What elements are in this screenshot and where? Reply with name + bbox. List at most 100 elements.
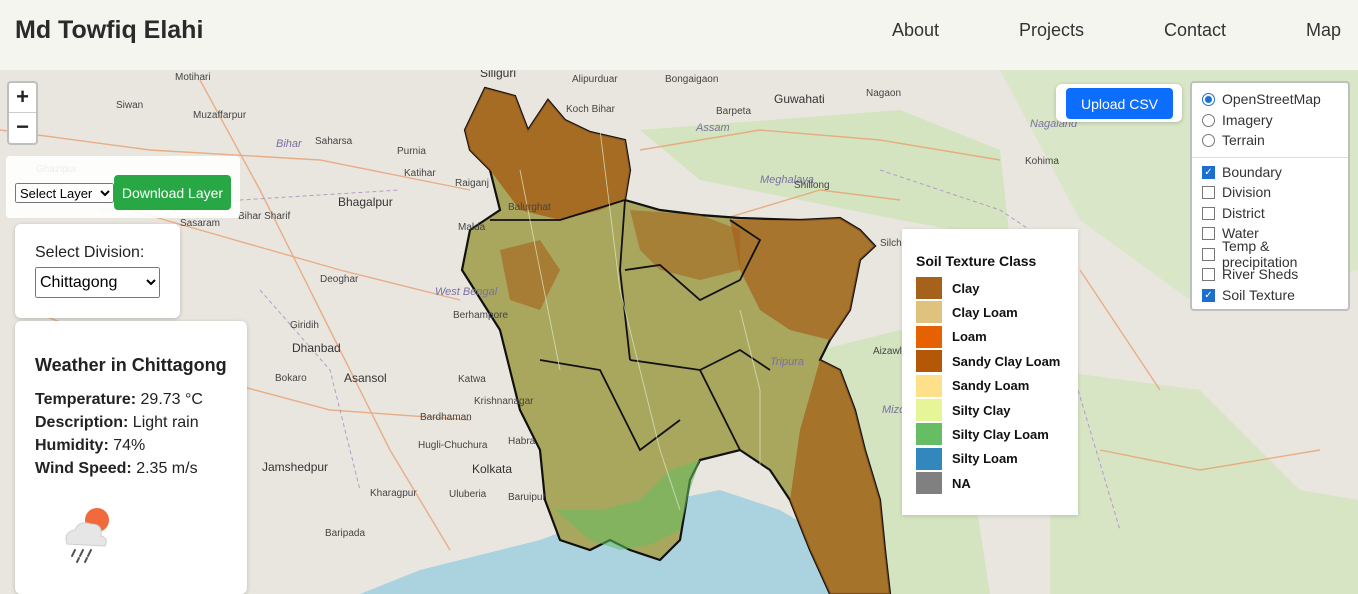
place-label: Muzaffarpur <box>193 110 247 121</box>
legend-item: NA <box>916 472 971 495</box>
overlay-river-sheds[interactable]: River Sheds <box>1202 265 1298 283</box>
place-label: Siwan <box>116 100 144 111</box>
division-label: Select Division: <box>35 244 145 261</box>
legend-item: Silty Clay <box>916 399 1011 421</box>
place-label: Kharagpur <box>370 488 417 499</box>
overlay-division[interactable]: Division <box>1202 183 1271 201</box>
place-label: Aizawl <box>873 346 902 357</box>
place-label: Dhanbad <box>292 341 341 355</box>
legend-label: Silty Clay Loam <box>952 426 1049 442</box>
place-label: Bihar <box>276 138 302 150</box>
layer-select[interactable]: Select Layer <box>15 183 114 203</box>
upload-panel: Upload CSV <box>1056 84 1182 122</box>
place-label: Baruipur <box>508 492 546 503</box>
zoom-in-button[interactable]: + <box>9 83 36 113</box>
radio-icon <box>1202 92 1215 106</box>
legend-swatch <box>916 301 942 324</box>
weather-temperature: Temperature: 29.73 °C <box>35 391 203 408</box>
radio-icon <box>1202 133 1215 147</box>
division-select[interactable]: Chittagong <box>35 267 160 298</box>
legend-label: Clay Loam <box>952 304 1018 320</box>
place-label: Meghalaya <box>760 174 814 186</box>
place-label: Balurghat <box>508 202 551 213</box>
place-label: Raiganj <box>455 178 489 189</box>
legend-title: Soil Texture Class <box>916 253 1037 269</box>
zoom-control: + − <box>7 81 38 145</box>
nav-link-about[interactable]: About <box>892 20 940 40</box>
place-label: Kohima <box>1025 156 1059 167</box>
legend-label: Clay <box>952 280 980 296</box>
place-label: Barpeta <box>716 106 752 117</box>
place-label: West Bengal <box>435 286 498 298</box>
place-label: Bokaro <box>275 373 307 384</box>
checkbox-icon: ✓ <box>1202 288 1215 302</box>
legend-label: Sandy Loam <box>952 378 1030 394</box>
overlay-soil-texture[interactable]: ✓ Soil Texture <box>1202 286 1295 304</box>
weather-panel: Weather in Chittagong Temperature: 29.73… <box>15 321 247 594</box>
place-label: Assam <box>696 122 730 134</box>
legend-swatch <box>916 350 942 373</box>
base-layer-terrain[interactable]: Terrain <box>1202 131 1265 149</box>
place-label: Jamshedpur <box>262 460 329 474</box>
legend-swatch <box>916 447 942 470</box>
upload-csv-button[interactable]: Upload CSV <box>1066 88 1173 119</box>
place-label: Hugli-Chuchura <box>418 440 488 451</box>
place-label: Koch Bihar <box>566 104 615 115</box>
overlay-boundary[interactable]: ✓ Boundary <box>1202 163 1282 181</box>
legend-swatch <box>916 399 942 421</box>
place-label: Berhampore <box>453 310 509 321</box>
place-label: Deoghar <box>320 274 359 285</box>
base-layer-openstreetmap[interactable]: OpenStreetMap <box>1202 90 1321 108</box>
weather-title: Weather in Chittagong <box>35 355 227 375</box>
overlay-water[interactable]: Water <box>1202 224 1259 242</box>
base-layer-imagery[interactable]: Imagery <box>1202 111 1273 129</box>
legend-label: NA <box>952 475 971 491</box>
place-label: Katwa <box>458 374 486 385</box>
place-label: Silchar <box>880 238 911 249</box>
place-label: Guwahati <box>774 92 825 106</box>
legend-swatch <box>916 423 942 446</box>
place-label: Kolkata <box>472 462 513 476</box>
legend-item: Sandy Loam <box>916 374 1030 397</box>
zoom-out-button[interactable]: − <box>16 114 29 139</box>
weather-description: Description: Light rain <box>35 414 199 431</box>
soil-legend: Soil Texture Class Clay Clay Loam Loam Sand… <box>902 229 1078 515</box>
nav-link-projects[interactable]: Projects <box>1019 20 1085 40</box>
nav-link-map[interactable]: Map <box>1306 20 1342 40</box>
light-rain-icon <box>65 508 109 563</box>
place-label: Sasaram <box>180 218 221 229</box>
place-label: Tripura <box>770 356 805 368</box>
place-label: Bihar Sharif <box>238 211 291 222</box>
place-label: Bongaigaon <box>665 74 719 85</box>
legend-item: Clay Loam <box>916 301 1018 324</box>
overlay-district[interactable]: District <box>1202 204 1265 222</box>
nav-link-contact[interactable]: Contact <box>1164 20 1227 40</box>
radio-icon <box>1202 113 1215 127</box>
legend-item: Loam <box>916 325 987 348</box>
place-label: Alipurduar <box>572 74 618 85</box>
download-layer-button[interactable]: Download Layer <box>114 175 231 210</box>
legend-swatch <box>916 374 942 397</box>
layers-control: OpenStreetMap Imagery Terrain ✓ Boundary … <box>1190 81 1350 311</box>
layers-divider <box>1192 157 1348 158</box>
legend-swatch <box>916 277 942 299</box>
navbar: Md Towfiq Elahi About Projects Contact M… <box>0 0 1358 62</box>
legend-label: Silty Clay <box>952 402 1011 418</box>
brand-title[interactable]: Md Towfiq Elahi <box>15 16 204 44</box>
checkbox-icon <box>1202 185 1215 199</box>
place-label: Purnia <box>397 146 426 157</box>
place-label: Krishnanagar <box>474 396 534 407</box>
place-label: Nagaon <box>866 88 902 99</box>
place-label: Asansol <box>344 371 387 385</box>
place-label: Malda <box>458 222 486 233</box>
checkbox-icon <box>1202 206 1215 220</box>
weather-wind-speed: Wind Speed: 2.35 m/s <box>35 460 198 477</box>
place-label: Uluberia <box>449 489 487 500</box>
checkbox-icon <box>1202 226 1215 240</box>
place-label: Siliguri <box>480 70 517 80</box>
overlay-temp-precipitation[interactable]: Temp & precipitation <box>1202 238 1348 270</box>
place-label: Katihar <box>404 168 436 179</box>
place-label: Saharsa <box>315 136 353 147</box>
place-label: Giridih <box>290 320 319 331</box>
legend-item: Clay <box>916 277 979 299</box>
